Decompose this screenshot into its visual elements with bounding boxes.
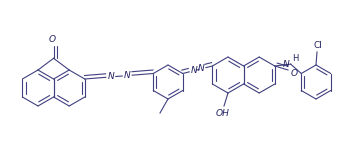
Text: N: N xyxy=(107,72,114,81)
Text: H: H xyxy=(292,54,298,63)
Text: N: N xyxy=(124,71,131,80)
Text: N: N xyxy=(191,66,197,75)
Text: OH: OH xyxy=(216,109,230,118)
Text: Cl: Cl xyxy=(313,41,322,50)
Text: N: N xyxy=(198,64,204,73)
Text: O: O xyxy=(49,35,56,44)
Text: O: O xyxy=(290,69,297,77)
Text: N: N xyxy=(283,60,290,69)
